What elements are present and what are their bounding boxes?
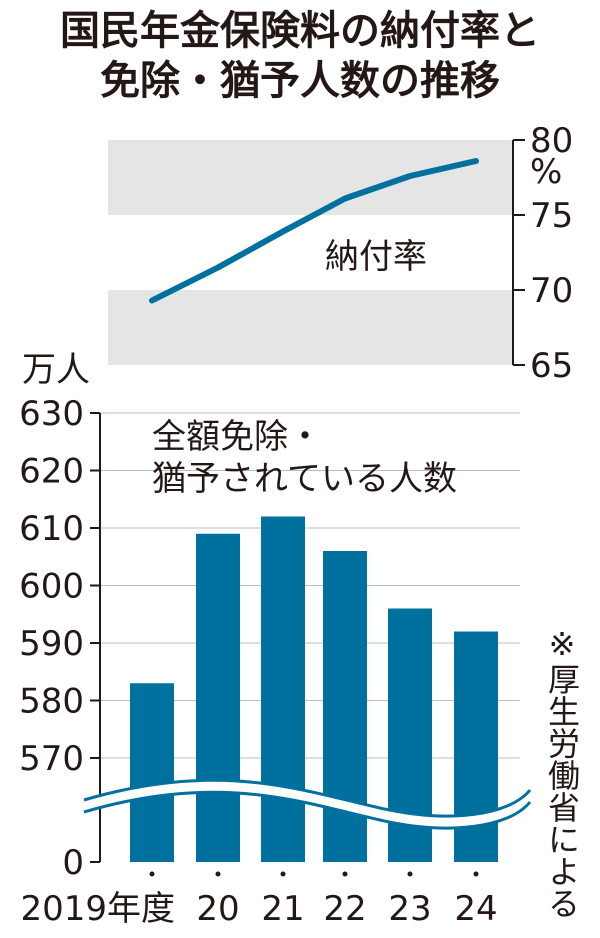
category-dots: [149, 871, 479, 877]
rate-tick-label: 65: [530, 346, 573, 386]
category-dot: [407, 871, 413, 877]
bar-chart-label-line-2: 猶予されている人数: [152, 459, 457, 499]
chart-title-line-2: 免除・猶予人数の推移: [100, 58, 500, 104]
bar-tick-label: 0: [62, 843, 84, 883]
rate-grid-bands: [108, 140, 513, 365]
rate-tick-label: 75: [530, 196, 573, 236]
rate-grid-band: [108, 140, 513, 215]
x-category-label: 20: [196, 889, 239, 929]
rate-tick-label: 80: [530, 121, 573, 161]
rate-series-line: [149, 158, 479, 304]
category-dot: [149, 871, 155, 877]
rate-tick-label: 70: [530, 271, 573, 311]
category-dot: [473, 871, 479, 877]
bar: [261, 516, 305, 862]
category-dot: [215, 871, 221, 877]
bar-tick-label: 570: [19, 739, 84, 779]
bar: [196, 533, 240, 862]
x-category-label: 23: [388, 889, 431, 929]
bar-tick-label: 580: [19, 682, 84, 722]
bar-tick-label: 590: [19, 624, 84, 664]
bar-y-unit: 万人: [22, 350, 90, 390]
chart-title-line-1: 国民年金保険料の納付率と: [60, 8, 540, 54]
bar-chart-label-line-1: 全額免除・: [152, 417, 322, 457]
category-dot: [342, 871, 348, 877]
category-dot: [280, 871, 286, 877]
rate-y-ticks: 80 75 70 65: [513, 121, 573, 386]
bar: [130, 683, 174, 862]
bar-tick-label: 630: [19, 394, 84, 434]
x-category-label: 22: [323, 889, 366, 929]
bar-tick-label: 600: [19, 567, 84, 607]
axis-break-mark: [83, 778, 532, 830]
bar-y-ticks: 630 620 610 600 590 580 570 0: [19, 394, 100, 883]
source-note: ※厚生労働省による: [543, 625, 581, 919]
x-category-labels: 2019年度 20 21 22 23 24: [20, 889, 497, 929]
rate-grid-band: [108, 290, 513, 365]
rate-y-unit: %: [530, 152, 562, 192]
x-category-label: 2019年度: [20, 889, 175, 929]
bar-series: [130, 516, 498, 862]
bar-tick-label: 620: [19, 452, 84, 492]
x-category-label: 21: [261, 889, 304, 929]
bar-tick-label: 610: [19, 509, 84, 549]
rate-series-label: 納付率: [325, 237, 427, 277]
x-category-label: 24: [454, 889, 497, 929]
